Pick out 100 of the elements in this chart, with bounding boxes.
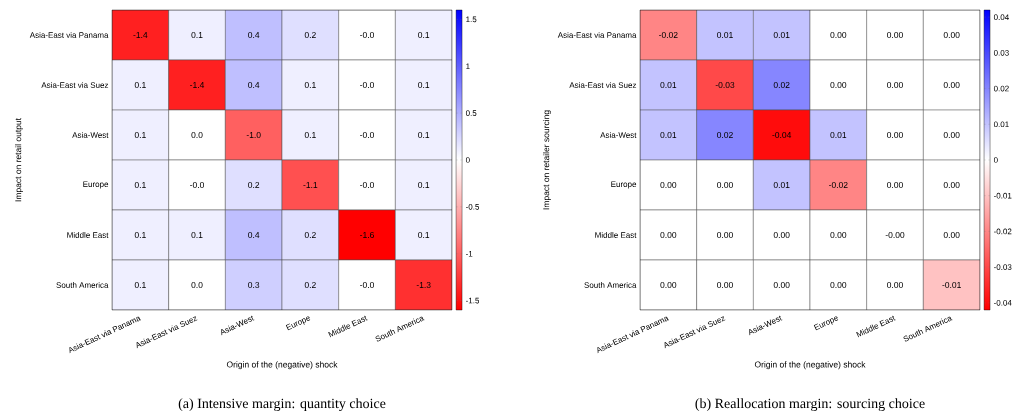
color-bar-label: -0.03 xyxy=(993,264,1012,270)
x-tick-label: Middle East xyxy=(328,315,368,338)
data-label: 0.00 xyxy=(660,281,677,288)
data-label: 0.00 xyxy=(660,231,677,238)
data-label: 0.1 xyxy=(134,181,146,188)
color-bar-label: -1.5 xyxy=(465,297,480,304)
data-label: -0.0 xyxy=(360,32,374,38)
color-bar-label: 0 xyxy=(993,157,998,163)
data-label: 0.01 xyxy=(660,131,677,138)
data-label: 0.02 xyxy=(773,82,790,88)
data-label: 0.00 xyxy=(887,131,903,138)
y-tick-label: Middle East xyxy=(595,232,637,238)
data-label: 0.00 xyxy=(887,32,903,38)
data-label: 0.4 xyxy=(248,32,260,38)
color-bar-label: 0.03 xyxy=(993,50,1009,56)
data-label: 0.1 xyxy=(418,131,430,138)
y-tick-label: Asia-West xyxy=(600,132,637,138)
data-label: -0.0 xyxy=(360,281,374,288)
color-bar-label: -0.02 xyxy=(993,228,1012,235)
data-label: 0.01 xyxy=(773,181,790,188)
data-label: 0.1 xyxy=(191,32,203,38)
y-tick-label: Europe xyxy=(611,181,637,189)
color-bar-label: 0.5 xyxy=(465,110,477,116)
data-label: 0.00 xyxy=(943,131,960,138)
y-tick-label: South America xyxy=(584,282,637,288)
data-label: 0.4 xyxy=(248,82,260,88)
data-label: 0.01 xyxy=(773,32,790,38)
color-bar-label: -0.01 xyxy=(993,192,1012,199)
data-label: 0.2 xyxy=(248,181,260,188)
color-bar-label: -0.04 xyxy=(993,300,1012,306)
data-label: 0.00 xyxy=(717,231,733,238)
color-bar-label: -0.5 xyxy=(465,204,480,210)
data-label: 0.2 xyxy=(304,281,316,288)
y-tick-label: Asia-East via Suez xyxy=(41,82,109,88)
data-label: 0.2 xyxy=(304,231,316,238)
data-label: 0.1 xyxy=(418,231,430,238)
data-label: 0.1 xyxy=(134,131,146,138)
text: (b) Reallocation margin: sourcing choice xyxy=(695,398,925,412)
data-label: -0.02 xyxy=(659,32,678,38)
y-tick-label: Europe xyxy=(83,181,109,189)
x-axis-title: Origin of the (negative) shock xyxy=(754,361,866,370)
data-label: 0.1 xyxy=(304,131,316,138)
data-label: 0.00 xyxy=(830,82,847,88)
color-bar-label: -1 xyxy=(465,250,473,257)
data-label: 0.00 xyxy=(717,181,733,188)
data-label: -0.0 xyxy=(190,181,204,188)
data-label: -0.0 xyxy=(360,131,374,138)
data-label: 0.1 xyxy=(418,181,430,188)
data-label: -1.3 xyxy=(416,281,431,288)
data-label: 0.00 xyxy=(887,281,903,288)
color-bar-label: 0.01 xyxy=(993,121,1009,128)
y-tick-label: South America xyxy=(56,282,109,288)
y-tick-label: Asia-West xyxy=(72,132,109,138)
y-tick-label: Asia-East via Panama xyxy=(557,32,637,38)
color-bar-label: 1 xyxy=(466,63,470,69)
data-label: 0.01 xyxy=(660,82,677,88)
x-tick-label: Middle East xyxy=(856,315,896,338)
color-bar-label: 1.5 xyxy=(466,16,477,23)
data-label: 0.01 xyxy=(830,131,847,138)
data-label: -0.00 xyxy=(885,231,905,238)
data-label: -0.03 xyxy=(715,82,735,88)
data-label: 0.2 xyxy=(304,32,316,38)
data-label: -0.01 xyxy=(942,281,961,288)
data-label: 0.00 xyxy=(830,231,847,238)
y-axis-title: Impact on retail output xyxy=(14,118,23,202)
data-label: -0.02 xyxy=(829,181,848,188)
data-label: 0.1 xyxy=(418,82,430,88)
data-label: 0.00 xyxy=(717,281,733,288)
data-label: 0.00 xyxy=(660,181,677,188)
data-label: 0.00 xyxy=(830,32,847,38)
data-label: 0.02 xyxy=(717,131,733,138)
color-bar-label: 0 xyxy=(465,157,470,163)
data-label: 0.00 xyxy=(773,231,790,238)
data-label: 0.00 xyxy=(887,82,903,88)
x-axis-title: Origin of the (negative) shock xyxy=(226,361,338,370)
data-label: 0.00 xyxy=(943,32,960,38)
data-label: 0.1 xyxy=(134,281,146,288)
data-label: -0.04 xyxy=(772,131,792,138)
text: (a) Intensive margin: quantity choice xyxy=(178,398,386,412)
data-label: -1.4 xyxy=(133,32,148,38)
color-bar-label: 0.04 xyxy=(993,14,1009,20)
data-label: 0.1 xyxy=(418,32,430,38)
data-label: 0.4 xyxy=(248,231,260,238)
data-label: 0.00 xyxy=(943,181,960,188)
data-label: 0.00 xyxy=(943,231,960,238)
data-label: 0.00 xyxy=(830,281,847,288)
data-label: 0.01 xyxy=(717,32,733,38)
data-label: -0.0 xyxy=(360,82,374,88)
data-label: 0.00 xyxy=(943,82,960,88)
y-tick-label: Middle East xyxy=(67,232,109,238)
data-label: -0.0 xyxy=(360,181,374,188)
data-label: 0.1 xyxy=(134,231,146,238)
data-label: 0.0 xyxy=(191,281,203,288)
data-label: -1.4 xyxy=(190,82,205,88)
y-axis-title: Impact on retailer sourcing xyxy=(542,110,551,210)
data-label: 0.00 xyxy=(773,281,790,288)
data-label: -1.1 xyxy=(303,182,318,188)
data-label: -1.0 xyxy=(246,131,261,138)
y-tick-label: Asia-East via Panama xyxy=(29,32,109,38)
color-bar-label: 0.02 xyxy=(993,85,1009,92)
